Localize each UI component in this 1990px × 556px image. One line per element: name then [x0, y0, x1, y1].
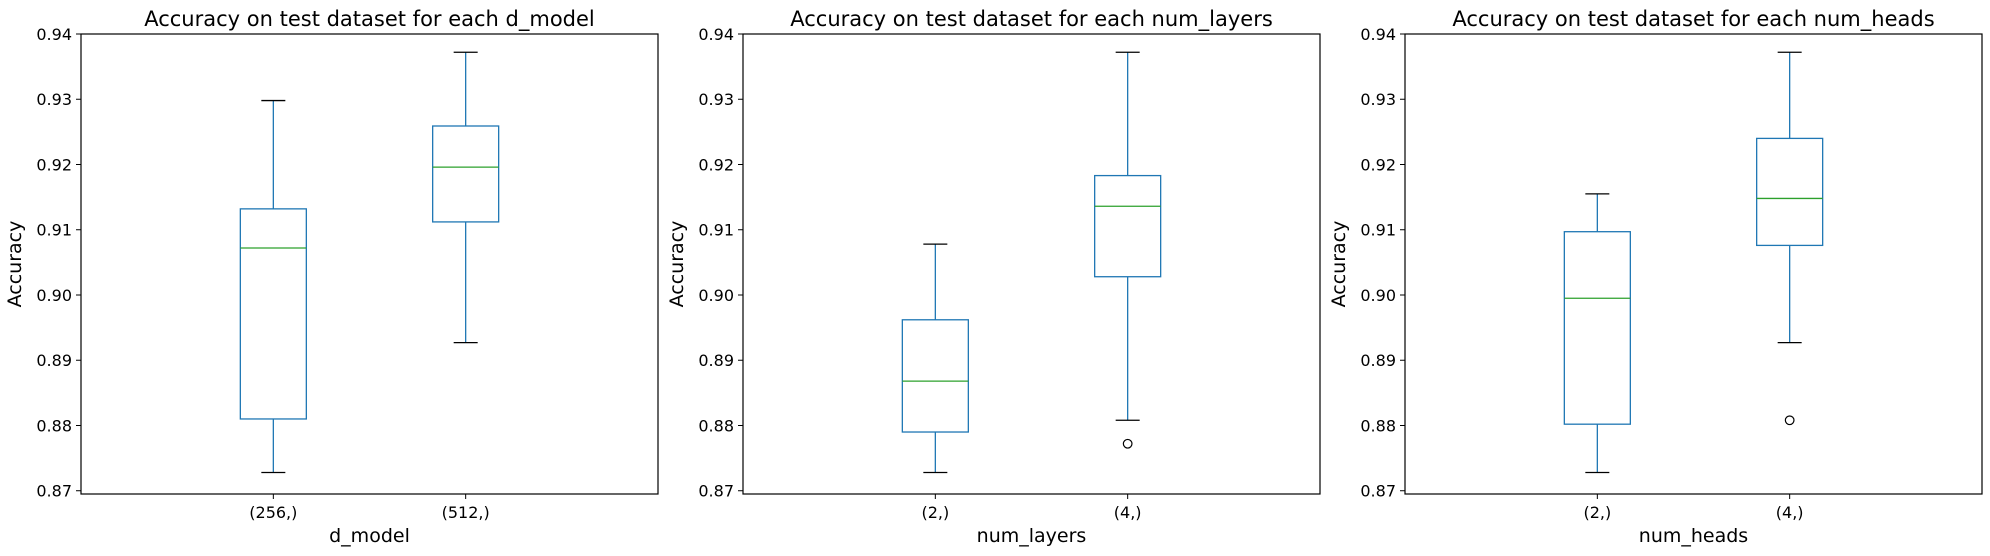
iqr-box	[1094, 174, 1162, 278]
y-tick-label: 0.93	[1360, 90, 1396, 109]
y-tick-label: 0.91	[1360, 221, 1396, 240]
x-tick-label: (2,)	[1583, 503, 1611, 522]
y-tick-label: 0.87	[36, 482, 72, 501]
x-axis-label: num_heads	[1639, 525, 1748, 547]
x-tick-label: (2,)	[921, 503, 949, 522]
y-axis-label: Accuracy	[666, 221, 688, 308]
y-tick-label: 0.94	[36, 25, 72, 44]
y-tick-label: 0.89	[698, 351, 734, 370]
y-tick-label: 0.88	[36, 416, 72, 435]
y-tick-label: 0.92	[36, 155, 72, 174]
y-axis-label: Accuracy	[4, 221, 26, 308]
box-1	[239, 99, 307, 474]
x-tick-label: (256,)	[249, 503, 297, 522]
box-1	[901, 243, 969, 474]
y-tick-label: 0.91	[698, 221, 734, 240]
x-axis-label: d_model	[329, 525, 410, 547]
y-tick-label: 0.89	[1360, 351, 1396, 370]
y-tick-label: 0.90	[1360, 286, 1396, 305]
box-2	[1756, 51, 1824, 426]
iqr-box	[239, 208, 307, 420]
y-tick-label: 0.87	[1360, 482, 1396, 501]
x-tick-label: (4,)	[1776, 503, 1804, 522]
y-tick-label: 0.92	[698, 155, 734, 174]
y-tick-label: 0.88	[698, 416, 734, 435]
iqr-box	[1563, 231, 1631, 425]
plot-frame	[1404, 33, 1983, 495]
plot-frame	[80, 33, 659, 495]
y-tick-label: 0.90	[698, 286, 734, 305]
y-tick-label: 0.93	[36, 90, 72, 109]
y-axis-label: Accuracy	[1328, 221, 1350, 308]
chart-title: Accuracy on test dataset for each num_he…	[1452, 7, 1934, 32]
x-axis-label: num_layers	[977, 525, 1087, 547]
y-tick-label: 0.90	[36, 286, 72, 305]
iqr-box	[432, 125, 500, 223]
plot-frame	[742, 33, 1321, 495]
chart-title: Accuracy on test dataset for each num_la…	[790, 7, 1273, 32]
y-tick-label: 0.93	[698, 90, 734, 109]
chart-title: Accuracy on test dataset for each d_mode…	[144, 7, 595, 32]
outlier-point	[1122, 438, 1133, 449]
x-tick-label: (4,)	[1114, 503, 1142, 522]
y-tick-label: 0.89	[36, 351, 72, 370]
y-tick-label: 0.94	[1360, 25, 1396, 44]
y-tick-label: 0.94	[698, 25, 734, 44]
iqr-box	[1756, 137, 1824, 247]
y-tick-label: 0.92	[1360, 155, 1396, 174]
y-tick-label: 0.91	[36, 221, 72, 240]
x-tick-label: (512,)	[442, 503, 490, 522]
box-2	[1094, 51, 1162, 449]
y-tick-label: 0.88	[1360, 416, 1396, 435]
y-tick-label: 0.87	[698, 482, 734, 501]
outlier-point	[1784, 415, 1795, 426]
iqr-box	[901, 319, 969, 433]
box-1	[1563, 193, 1631, 474]
box-2	[432, 51, 500, 344]
